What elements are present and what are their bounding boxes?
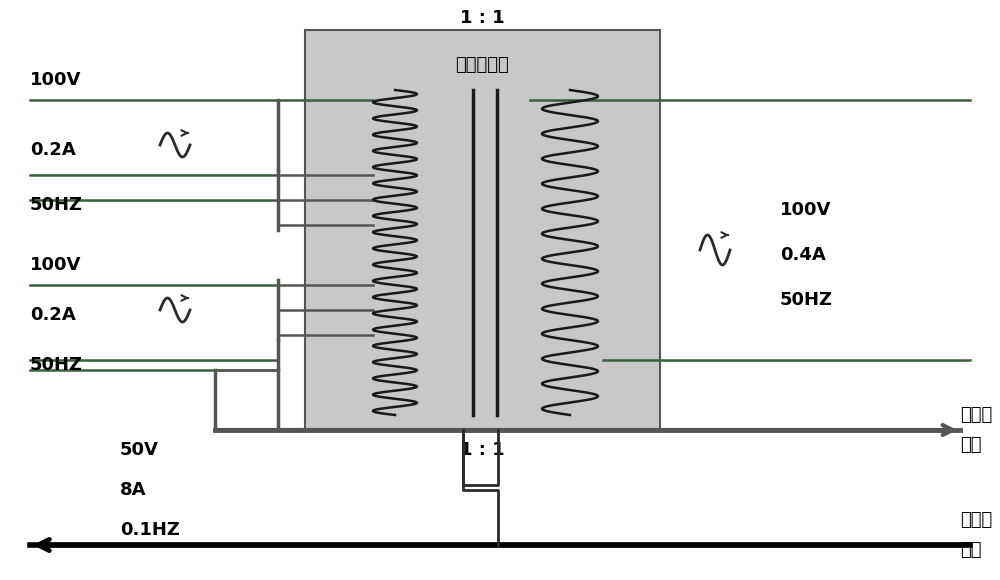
Text: 0.2A: 0.2A <box>30 306 76 324</box>
Text: 1 : 1: 1 : 1 <box>460 441 505 459</box>
Text: 0.1HZ: 0.1HZ <box>120 521 180 539</box>
Text: 50HZ: 50HZ <box>30 356 83 374</box>
Text: 8A: 8A <box>120 481 146 499</box>
Text: 回路: 回路 <box>960 541 982 559</box>
Text: 50V: 50V <box>120 441 159 459</box>
Text: 0.4A: 0.4A <box>780 246 826 264</box>
Text: 大电流: 大电流 <box>960 406 992 424</box>
Text: 100V: 100V <box>30 256 81 274</box>
Text: 50HZ: 50HZ <box>30 196 83 214</box>
Bar <box>305 30 660 430</box>
Text: 0.2A: 0.2A <box>30 141 76 159</box>
Text: 大电流: 大电流 <box>960 511 992 529</box>
Text: 1 : 1: 1 : 1 <box>460 9 505 27</box>
Text: 100V: 100V <box>780 201 831 219</box>
Text: 100V: 100V <box>30 71 81 89</box>
Text: 供电变压器: 供电变压器 <box>456 56 509 74</box>
Text: 50HZ: 50HZ <box>780 291 833 309</box>
Text: 输出: 输出 <box>960 436 982 454</box>
